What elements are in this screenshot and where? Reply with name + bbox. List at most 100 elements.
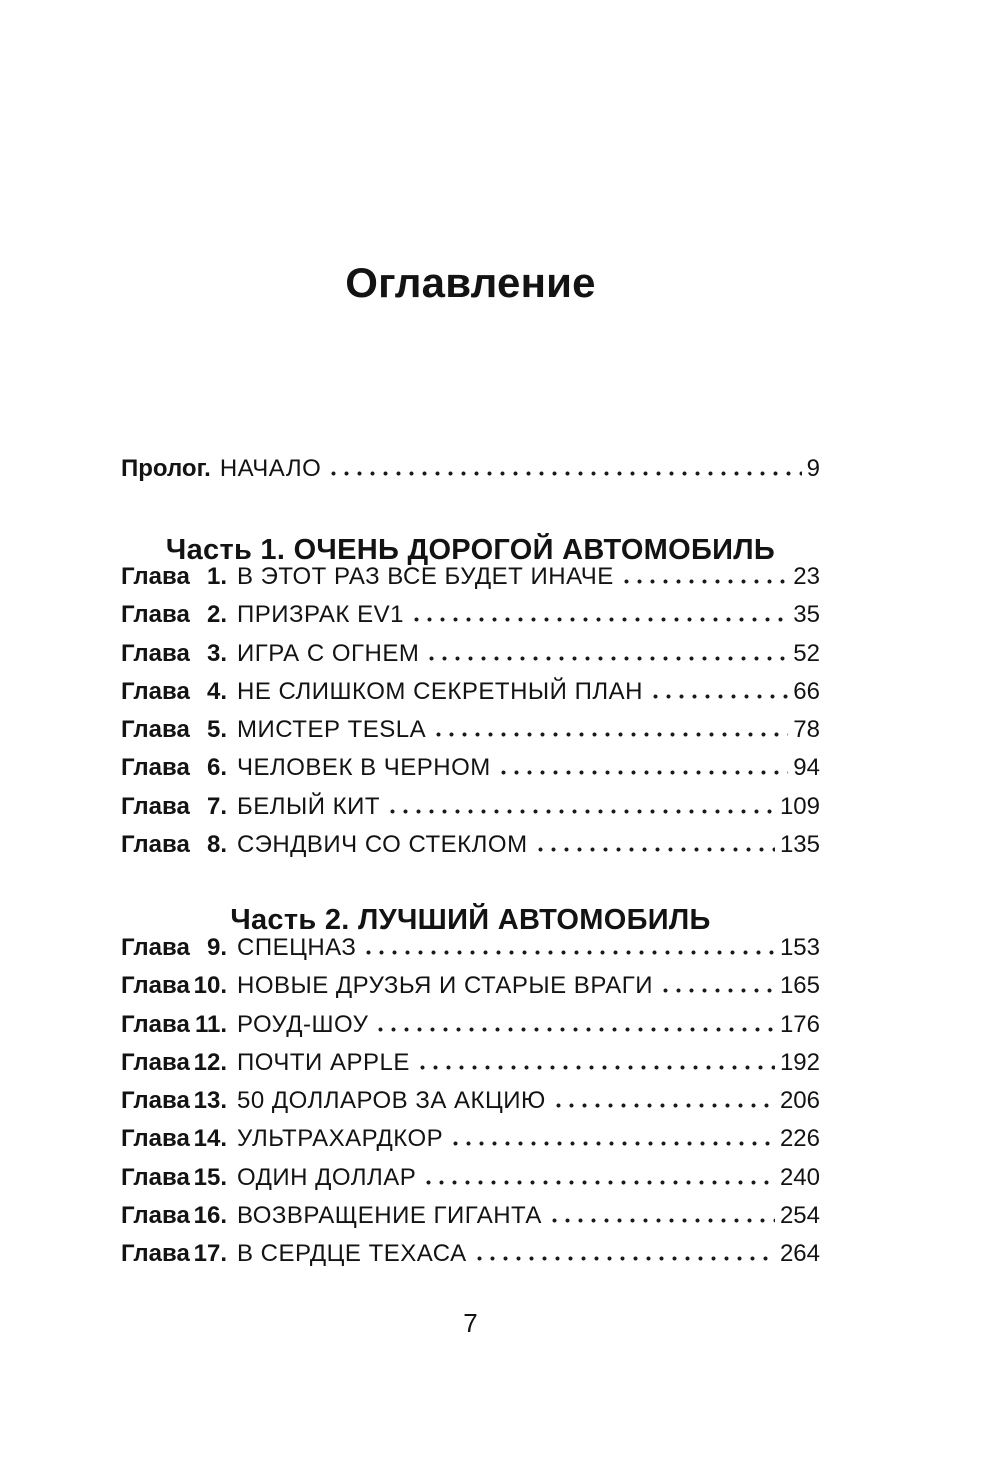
chapter-title: ИГРА С ОГНЕМ — [237, 639, 420, 667]
chapter-title: ОДИН ДОЛЛАР — [237, 1163, 417, 1191]
chapter-title: В ЭТОТ РАЗ ВСЕ БУДЕТ ИНАЧЕ — [237, 563, 614, 590]
chapter-number: 2. — [206, 601, 227, 629]
toc-chapter-row: Глава 5. МИСТЕР TESLA 78 — [121, 718, 820, 756]
chapter-label-word: Глава — [121, 1125, 190, 1153]
chapter-label-word: Глава — [121, 1048, 190, 1076]
chapter-page-number: 165 — [779, 972, 820, 1000]
chapter-page-number: 109 — [779, 792, 820, 820]
chapter-label: Глава 8. — [121, 833, 227, 857]
chapter-title: УЛЬТРАХАРДКОР — [237, 1125, 444, 1153]
chapter-number: 15. — [193, 1163, 227, 1191]
chapter-label: Глава 9. — [121, 936, 227, 960]
prologue-row: Пролог. НАЧАЛО 9 — [121, 457, 820, 495]
dot-leader — [662, 988, 775, 994]
toc-chapter-row: Глава 4. НЕ СЛИШКОМ СЕКРЕТНЫЙ ПЛАН 66 — [121, 679, 820, 718]
chapter-number: 5. — [206, 716, 227, 744]
chapter-title: 50 ДОЛЛАРОВ ЗА АКЦИЮ — [237, 1087, 546, 1115]
dot-leader — [413, 617, 789, 623]
dot-leader — [537, 847, 775, 853]
dot-leader — [436, 732, 789, 738]
chapter-number: 6. — [206, 754, 227, 782]
chapter-label-word: Глава — [121, 972, 190, 1000]
toc-chapter-row: Глава 9. СПЕЦНАЗ 153 — [121, 936, 820, 974]
page-title: Оглавление — [345, 259, 596, 307]
chapter-label: Глава 6. — [121, 756, 227, 780]
chapter-label-word: Глава — [121, 1163, 190, 1191]
part-2-chapter-list: Глава 9. СПЕЦНАЗ 153 Глава 10. НОВЫЕ ДРУ… — [121, 936, 820, 1281]
chapter-page-number: 192 — [779, 1048, 820, 1076]
chapter-title: СПЕЦНАЗ — [237, 934, 357, 961]
chapter-label-word: Глава — [121, 1010, 190, 1038]
chapter-number: 8. — [206, 831, 227, 859]
chapter-page-number: 206 — [779, 1087, 820, 1115]
chapter-label: Глава 3. — [121, 639, 227, 667]
toc-chapter-row: Глава 17. В СЕРДЦЕ ТЕХАСА 264 — [121, 1242, 820, 1280]
chapter-label: Глава 7. — [121, 792, 227, 820]
chapter-number: 3. — [206, 639, 227, 667]
chapter-label: Глава 11. — [121, 1010, 227, 1038]
chapter-label: Глава 10. — [121, 974, 227, 998]
dot-leader — [551, 1218, 775, 1224]
toc-chapter-row: Глава 8. СЭНДВИЧ СО СТЕКЛОМ 135 — [121, 833, 820, 871]
chapter-page-number: 35 — [793, 601, 820, 629]
chapter-label: Глава 5. — [121, 718, 227, 742]
chapter-title: СЭНДВИЧ СО СТЕКЛОМ — [237, 831, 528, 859]
chapter-number: 14. — [193, 1125, 227, 1153]
chapter-label: Глава 14. — [121, 1127, 227, 1151]
chapter-title: БЕЛЫЙ КИТ — [237, 792, 381, 820]
dot-leader — [555, 1103, 775, 1109]
chapter-number: 16. — [193, 1202, 227, 1230]
chapter-number: 10. — [193, 972, 227, 1000]
dot-leader — [331, 471, 802, 476]
toc-chapter-row: Глава 1. В ЭТОТ РАЗ ВСЕ БУДЕТ ИНАЧЕ 23 — [121, 565, 820, 603]
prologue-title: НАЧАЛО — [219, 455, 322, 482]
toc-chapter-row: Глава 11. РОУД-ШОУ 176 — [121, 1010, 820, 1051]
chapter-label: Глава 16. — [121, 1204, 227, 1228]
chapter-label: Глава 13. — [121, 1089, 227, 1113]
prologue-label: Пролог. — [121, 455, 211, 482]
toc-chapter-row: Глава 10. НОВЫЕ ДРУЗЬЯ И СТАРЫЕ ВРАГИ 16… — [121, 974, 820, 1012]
chapter-page-number: 78 — [793, 716, 820, 744]
dot-leader — [500, 770, 789, 776]
toc-chapter-row: Глава 13. 50 ДОЛЛАРОВ ЗА АКЦИЮ 206 — [121, 1089, 820, 1127]
chapter-label-word: Глава — [121, 601, 190, 629]
chapter-label-word: Глава — [121, 831, 190, 859]
chapter-label: Глава 12. — [121, 1048, 227, 1076]
toc-chapter-row: Глава 14. УЛЬТРАХАРДКОР 226 — [121, 1127, 820, 1165]
dot-leader — [378, 1026, 775, 1032]
chapter-label-word: Глава — [121, 563, 190, 590]
dot-leader — [426, 1179, 775, 1185]
toc-chapter-row: Глава 7. БЕЛЫЙ КИТ 109 — [121, 792, 820, 833]
chapter-number: 17. — [193, 1240, 227, 1268]
chapter-page-number: 240 — [779, 1163, 820, 1191]
chapter-label-word: Глава — [121, 1202, 190, 1230]
chapter-page-number: 254 — [779, 1202, 820, 1230]
chapter-label: Глава 4. — [121, 679, 227, 704]
chapter-page-number: 94 — [793, 754, 820, 782]
page-folio-number: 7 — [463, 1308, 478, 1338]
chapter-number: 11. — [194, 1010, 227, 1038]
chapter-page-number: 52 — [793, 639, 820, 667]
chapter-page-number: 226 — [779, 1125, 820, 1153]
chapter-label-word: Глава — [121, 754, 190, 782]
chapter-page-number: 264 — [779, 1240, 820, 1268]
chapter-label-word: Глава — [121, 716, 190, 744]
part-2-heading: Часть 2. ЛУЧШИЙ АВТОМОБИЛЬ — [230, 904, 711, 937]
chapter-label-word: Глава — [121, 934, 190, 961]
dot-leader — [476, 1256, 775, 1262]
chapter-label: Глава 2. — [121, 603, 227, 627]
part-1-chapter-list: Глава 1. В ЭТОТ РАЗ ВСЕ БУДЕТ ИНАЧЕ 23 Г… — [121, 565, 820, 871]
chapter-page-number: 176 — [779, 1010, 820, 1038]
dot-leader — [366, 950, 775, 955]
toc-chapter-row: Глава 3. ИГРА С ОГНЕМ 52 — [121, 639, 820, 680]
dot-leader — [652, 693, 789, 699]
chapter-number: 1. — [206, 563, 227, 590]
chapter-page-number: 23 — [793, 563, 820, 590]
chapter-page-number: 153 — [779, 934, 820, 961]
chapter-number: 13. — [193, 1087, 227, 1115]
dot-leader — [623, 579, 789, 584]
chapter-number: 7. — [206, 792, 227, 820]
chapter-title: МИСТЕР TESLA — [237, 716, 427, 744]
chapter-label-word: Глава — [121, 1087, 190, 1115]
